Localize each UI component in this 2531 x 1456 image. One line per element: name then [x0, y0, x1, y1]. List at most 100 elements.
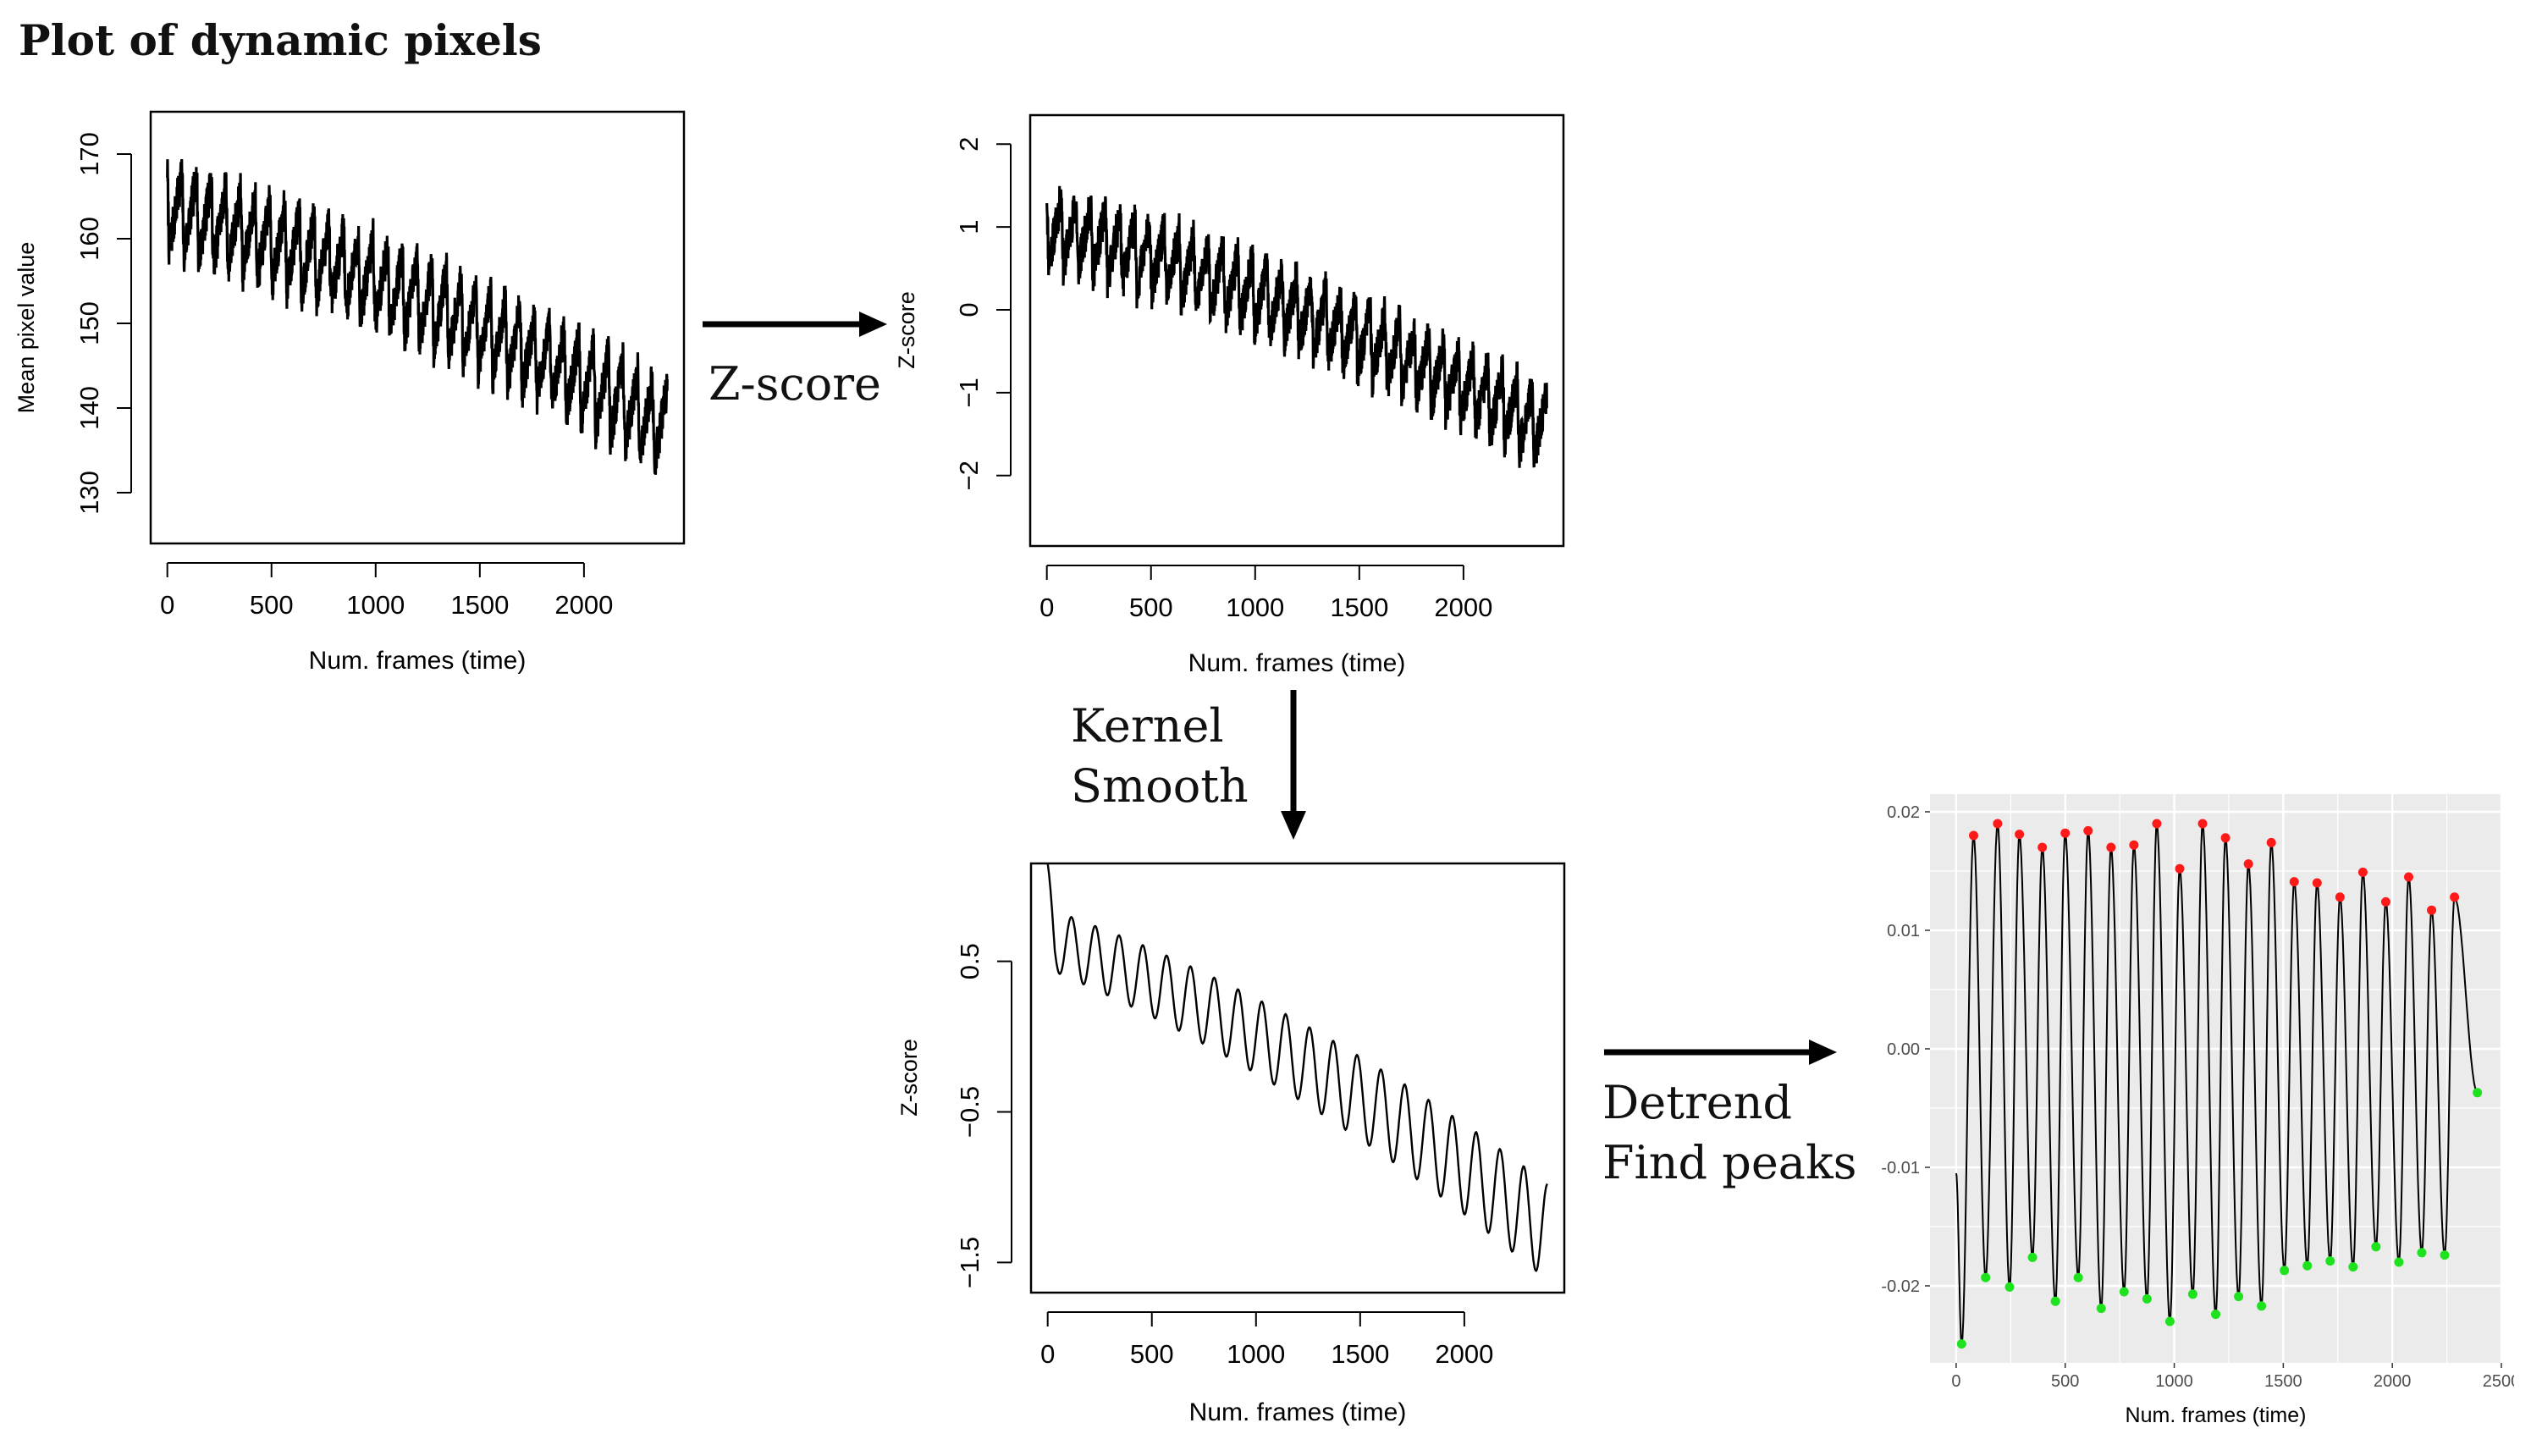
x-axis-title: Num. frames (time): [1188, 649, 1406, 677]
x-tick-label: 2000: [2374, 1372, 2412, 1391]
y-tick-label: 0.00: [1887, 1040, 1920, 1059]
peak-point: [2450, 892, 2460, 902]
trough-point: [2096, 1304, 2106, 1314]
x-tick-label: 1000: [1226, 593, 1284, 622]
y-tick-label: −2: [954, 461, 984, 490]
x-tick-label: 1000: [346, 590, 405, 620]
y-axis: −2 −1 0 1 2: [954, 137, 1012, 490]
trough-point: [2142, 1293, 2152, 1304]
peak-point: [1969, 830, 1979, 841]
x-tick-label: 1000: [2155, 1372, 2193, 1391]
y-tick-label: 140: [74, 386, 104, 430]
x-tick-label: 2000: [1434, 593, 1492, 622]
chart-detrended-peaks: 0 500 1000 1500 2000 2500 -0.02 -0.01 0.00 0.01 0.…: [1881, 794, 2514, 1427]
y-axis-title: Z-score: [897, 291, 919, 369]
trough-point: [2027, 1252, 2037, 1262]
trough-point: [2211, 1310, 2220, 1320]
y-axis: −1.5 −0.5 0.5: [955, 943, 1012, 1288]
x-axis-title: Num. frames (time): [309, 647, 527, 675]
data-line: [1955, 823, 2479, 1344]
y-tick-label: 160: [74, 217, 104, 261]
peak-point: [2312, 878, 2322, 888]
peak-point: [2266, 837, 2276, 847]
peak-point: [2335, 892, 2345, 902]
y-tick-label: 150: [74, 301, 104, 345]
trough-point: [2325, 1256, 2335, 1266]
x-tick-label: 0: [160, 590, 174, 620]
peak-point: [2357, 867, 2368, 877]
chart-zscore: 0 500 1000 1500 2000 −2 −1 0 1 2 Num. frames (time…: [897, 113, 1565, 677]
arrow-detrend-head: [1809, 1040, 1837, 1065]
chart-raw-pixel-values: 0 500 1000 1500 2000 130 140 150 160 170 Num. fram…: [14, 110, 686, 675]
trough-point: [2348, 1262, 2358, 1272]
kernel-step-text: Kernel: [1071, 699, 1224, 753]
trough-point: [2394, 1257, 2404, 1267]
trough-point: [2473, 1088, 2483, 1098]
y-tick-label: 0: [954, 302, 984, 317]
peak-point: [2175, 863, 2185, 874]
trough-point: [1956, 1339, 1966, 1349]
find-peaks-step-text: Find peaks: [1602, 1136, 1857, 1190]
y-tick-label: 0.5: [955, 943, 984, 979]
trough-point: [2234, 1292, 2244, 1302]
x-tick-label: 0: [1040, 1339, 1055, 1369]
y-axis: 130 140 150 160 170: [74, 132, 132, 515]
trough-point: [2119, 1287, 2129, 1297]
trough-point: [1981, 1272, 1991, 1282]
y-tick-label: 1: [954, 220, 984, 234]
peak-point: [2106, 842, 2116, 852]
data-line: [166, 158, 669, 475]
x-tick-label: 1500: [450, 590, 509, 620]
trough-point: [2280, 1266, 2290, 1276]
peak-point: [2380, 896, 2390, 907]
x-tick-label: 2000: [1435, 1339, 1493, 1369]
y-tick-label: 2: [954, 137, 984, 152]
x-tick-label: 0: [1039, 593, 1054, 622]
x-tick-label: 2500: [2483, 1372, 2514, 1391]
x-axis: 0 500 1000 1500 2000: [1040, 1311, 1493, 1369]
peak-point: [2427, 905, 2437, 915]
trough-point: [2302, 1260, 2313, 1271]
y-tick-label: −0.5: [955, 1086, 984, 1138]
x-axis-title: Num. frames (time): [2126, 1404, 2307, 1427]
y-tick-label: 170: [74, 132, 104, 176]
plot-frame: [1029, 862, 1566, 1294]
y-axis-title: Z-score: [896, 1039, 922, 1117]
x-axis: 0 500 1000 1500 2000: [1039, 565, 1492, 622]
peak-point: [2404, 872, 2414, 882]
peak-point: [2197, 819, 2208, 829]
x-tick-label: 0: [1951, 1372, 1960, 1391]
peak-markers: [1969, 819, 2460, 915]
data-line: [1045, 185, 1548, 468]
peak-point: [2289, 877, 2299, 887]
y-tick-label: -0.02: [1881, 1277, 1920, 1296]
x-axis-title: Num. frames (time): [1189, 1398, 1407, 1426]
zscore-step-label: Z-score: [709, 354, 881, 414]
plot-frame: [1028, 113, 1565, 548]
x-tick-label: 500: [1130, 1339, 1174, 1369]
trough-point: [2164, 1316, 2175, 1326]
data-line: [1046, 863, 1548, 1272]
y-tick-label: 0.02: [1887, 803, 1920, 822]
arrow-zscore-head: [859, 312, 887, 337]
x-tick-label: 2000: [554, 590, 613, 620]
y-tick-label: −1.5: [955, 1237, 984, 1288]
peak-point: [2243, 859, 2253, 869]
peak-point: [1993, 819, 2003, 829]
peak-point: [2015, 830, 2025, 840]
peak-point: [2152, 819, 2162, 829]
y-axis-title: Mean pixel value: [14, 242, 39, 414]
peak-point: [2060, 828, 2071, 838]
kernel-smooth-step-label: Kernel Smooth: [1071, 696, 1249, 817]
peak-point: [2129, 840, 2139, 850]
arrow-smooth-head: [1281, 811, 1306, 840]
x-tick-label: 500: [250, 590, 294, 620]
y-tick-label: 130: [74, 471, 104, 515]
trough-point: [2371, 1242, 2381, 1252]
y-tick-label: 0.01: [1887, 922, 1920, 940]
trough-point: [2187, 1289, 2197, 1299]
peak-point: [2037, 842, 2048, 852]
detrend-step-label: Detrend Find peaks: [1602, 1073, 1856, 1194]
plot-panel: [1930, 794, 2501, 1363]
